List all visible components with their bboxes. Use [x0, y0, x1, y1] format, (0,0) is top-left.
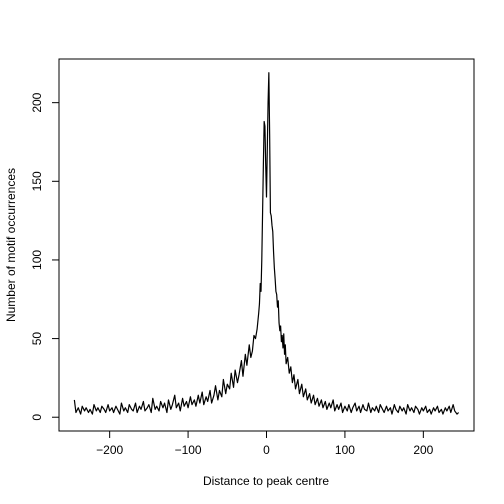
y-axis-label: Number of motif occurrences	[4, 168, 18, 322]
x-tick-label: 0	[263, 443, 270, 457]
x-tick-label: 100	[335, 443, 355, 457]
x-tick-label: −100	[175, 443, 202, 457]
y-tick-label: 100	[30, 250, 44, 270]
x-tick-label: −200	[96, 443, 123, 457]
y-tick-label: 50	[30, 332, 44, 346]
y-tick-label: 200	[30, 92, 44, 112]
plot-box	[58, 58, 475, 432]
y-tick-label: 0	[30, 414, 44, 421]
data-line	[73, 72, 460, 415]
x-axis-label: Distance to peak centre	[203, 474, 329, 488]
x-tick-label: 200	[413, 443, 433, 457]
y-tick-label: 150	[30, 171, 44, 191]
